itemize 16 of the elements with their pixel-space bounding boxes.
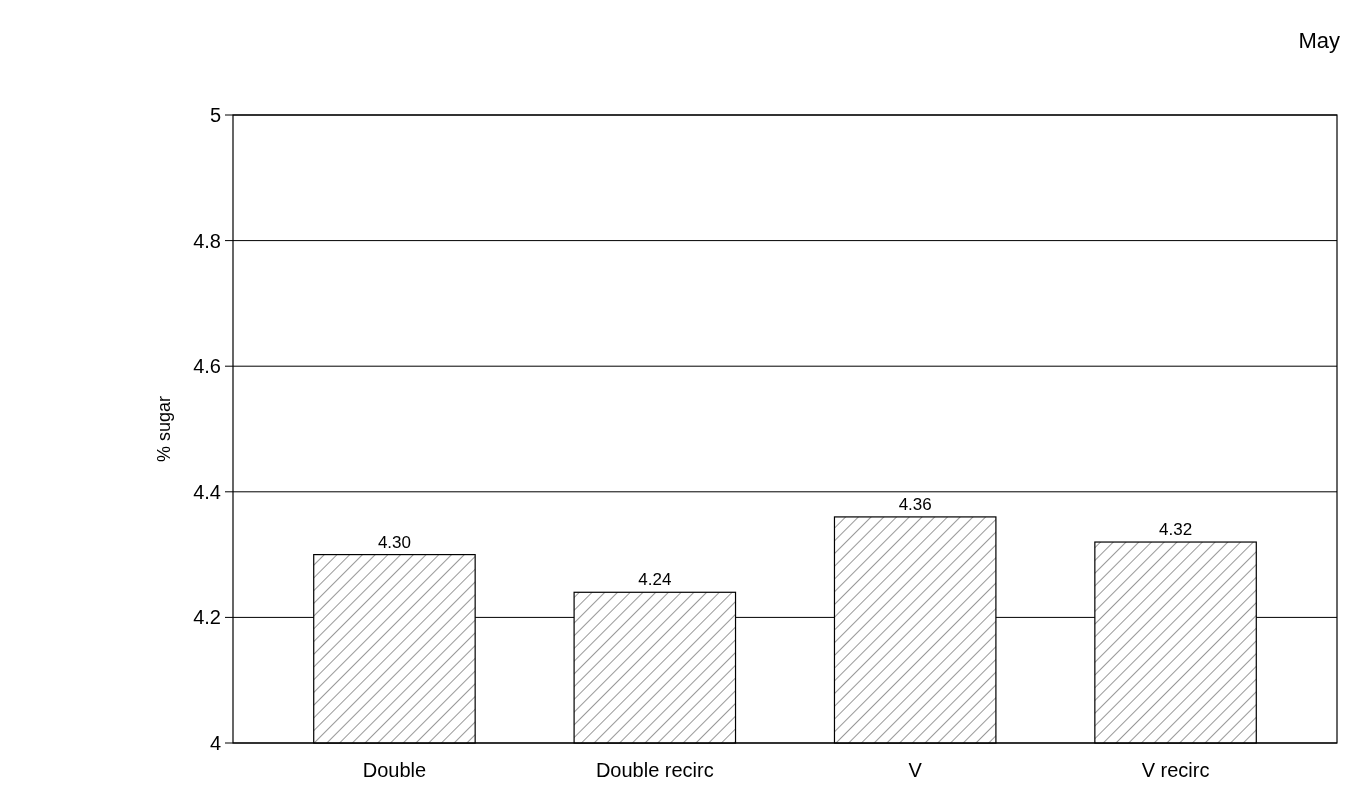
data-label: 4.36 [898,494,932,514]
data-label: 4.30 [377,532,411,552]
y-tick-label: 4 [209,732,221,754]
chart-title: May [1298,28,1340,53]
y-tick-label: 4.2 [193,606,221,629]
x-tick-label: Double recirc [595,759,714,781]
y-tick-label: 4.8 [193,229,221,252]
x-tick-label: Double [362,759,427,781]
y-axis-title: % sugar [154,395,174,463]
y-tick-label: 5 [209,104,221,126]
x-tick-label: V recirc [1141,759,1210,781]
y-tick-label: 4.6 [193,355,221,378]
y-tick-label: 4.4 [193,480,221,503]
data-label: 4.24 [638,570,672,590]
data-label: 4.32 [1159,520,1193,540]
x-tick-label: V [908,759,923,781]
